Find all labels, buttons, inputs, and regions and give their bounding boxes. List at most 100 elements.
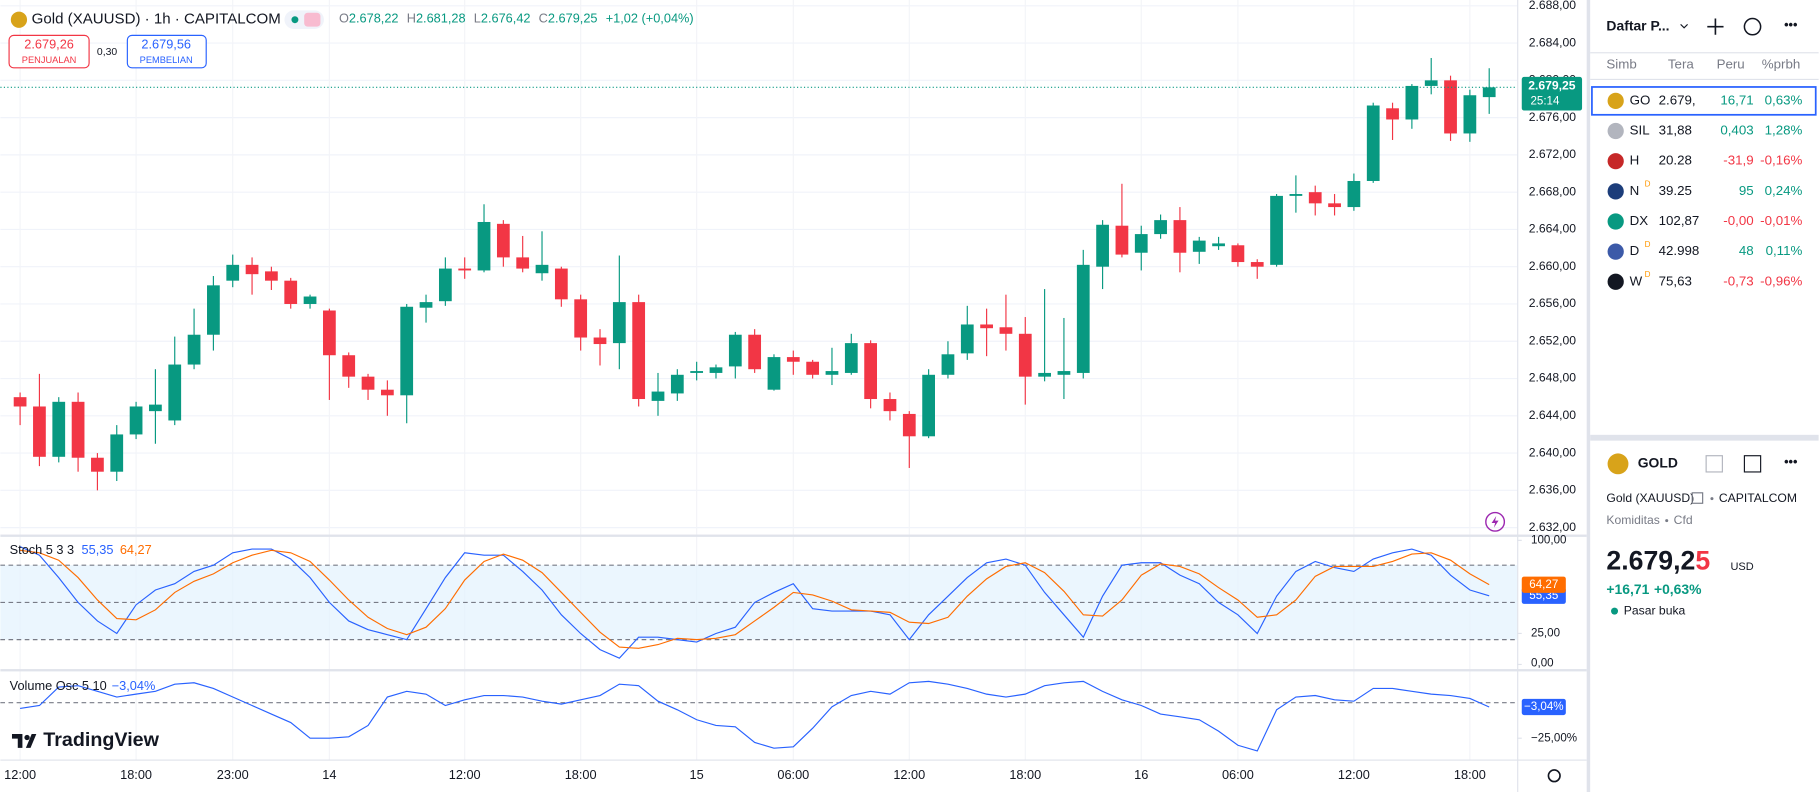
o-value: 2.678,22 <box>349 11 399 26</box>
candle-body <box>786 357 800 362</box>
symbol-title[interactable]: Gold (XAUUSD) · 1h · CAPITALCOM <box>32 11 281 28</box>
candle-body <box>980 324 993 329</box>
column-header[interactable]: %prbh <box>1762 56 1801 71</box>
row-symbol[interactable]: GO <box>1630 92 1651 107</box>
time-tick-label: 18:00 <box>120 767 152 782</box>
candle-body <box>419 302 433 308</box>
candle-body <box>806 361 820 375</box>
chevron[interactable] <box>1680 23 1688 29</box>
row-icon <box>1607 122 1624 140</box>
price-tick-label: 2.688,00 <box>1529 0 1577 12</box>
price-tick-label: 2.648,00 <box>1529 371 1577 385</box>
plot: 2.632,00 2.636,00 2.640,00 2.644,00 2.648,00… <box>0 0 1583 782</box>
candle-body <box>361 376 375 390</box>
detail-name: Gold (XAUUSD) <box>1606 491 1694 505</box>
volume-tick-label: −25,00% <box>1531 732 1577 744</box>
row-symbol[interactable]: SIL <box>1630 123 1650 138</box>
value-badge <box>1521 698 1566 716</box>
buy-button[interactable] <box>126 34 207 69</box>
candle-body <box>438 268 452 302</box>
price-tick-label: 2.632,00 <box>1529 520 1577 534</box>
candle-body <box>1289 194 1303 196</box>
indicator-line <box>20 549 1490 649</box>
candle-body <box>342 355 356 377</box>
sell-label: PENJUALAN <box>22 55 77 65</box>
candle-body <box>748 334 762 370</box>
candle-body <box>1250 262 1264 267</box>
candle-body <box>129 406 143 435</box>
time-tick-label: 18:00 <box>1454 767 1486 782</box>
row-symbol[interactable]: W <box>1630 273 1643 288</box>
stoch-k-value: 55,35 <box>82 542 114 557</box>
candle-body <box>670 374 684 394</box>
time-tick-label: 12:00 <box>1338 767 1370 782</box>
price-tick-label: 2.676,00 <box>1529 110 1577 124</box>
candle-body <box>1076 264 1090 373</box>
selected-row <box>1591 86 1817 116</box>
countdown: 25:14 <box>1530 95 1560 107</box>
price-main: 2.679,2 <box>1606 545 1695 575</box>
candle-body <box>709 367 723 373</box>
candle-body <box>902 413 916 437</box>
price-tick-label: 2.660,00 <box>1529 259 1577 273</box>
candle-body <box>825 371 839 375</box>
layout-icon[interactable] <box>1705 455 1723 473</box>
column-header[interactable]: Peru <box>1717 56 1745 71</box>
candle-body <box>1173 220 1187 253</box>
volume-title: Volume Osc 5 10 <box>10 678 107 693</box>
time-tick-label: 12:00 <box>893 767 925 782</box>
candle-body <box>1386 108 1399 120</box>
detail-change: +16,71 <box>1606 581 1649 597</box>
candle-body <box>245 264 259 275</box>
row-flag: D <box>1645 270 1651 279</box>
stoch-tick-label: 0,00 <box>1531 657 1554 669</box>
candle-body <box>516 257 530 269</box>
h-value: 2.681,28 <box>416 11 466 26</box>
candle-body <box>284 280 298 304</box>
row-icon <box>1607 243 1624 260</box>
watchlist-title[interactable]: Daftar P... <box>1606 17 1669 33</box>
more-icon[interactable]: ••• <box>1784 454 1798 469</box>
price-tick-label: 2.636,00 <box>1529 483 1577 497</box>
candle-body <box>554 268 568 300</box>
row-symbol[interactable]: DX <box>1630 213 1649 228</box>
o-key: O <box>339 11 349 26</box>
time-tick-label: 15 <box>690 767 704 782</box>
alert-icon[interactable] <box>1485 511 1506 532</box>
candle-body <box>1096 224 1109 267</box>
column-header[interactable]: Simb <box>1606 56 1636 71</box>
candle-body <box>303 296 317 304</box>
row-change: -31,9 <box>1723 153 1753 168</box>
price-tick-label: 2.672,00 <box>1529 147 1577 161</box>
candle-body <box>13 397 27 407</box>
link-icon[interactable] <box>1691 492 1704 504</box>
edit-icon[interactable] <box>1743 455 1762 473</box>
row-icon <box>1607 273 1624 290</box>
candle-body <box>1366 105 1380 181</box>
candle-body <box>1192 240 1206 252</box>
candle-body <box>168 364 182 421</box>
candle-body <box>1231 245 1245 263</box>
row-price: 42.998 <box>1659 243 1700 258</box>
add-icon[interactable] <box>1707 18 1724 35</box>
row-symbol[interactable]: N <box>1630 183 1640 198</box>
value-badge <box>1521 576 1566 593</box>
settings-icon[interactable] <box>1547 769 1561 783</box>
row-symbol[interactable]: H <box>1630 153 1640 168</box>
row-symbol[interactable]: D <box>1630 243 1640 258</box>
column-header[interactable]: Tera <box>1668 56 1695 71</box>
panel-separator <box>1590 434 1819 441</box>
price-badge <box>1521 76 1583 111</box>
candle-body <box>767 357 781 390</box>
volume-value: −3,04% <box>112 678 156 693</box>
stoch-tick-label: 25,00 <box>1531 627 1560 639</box>
price-tick-label: 2.668,00 <box>1529 184 1577 198</box>
row-change: 48 <box>1739 243 1754 258</box>
price-tick-label: 2.684,00 <box>1529 35 1577 49</box>
time-axis-border <box>0 759 1587 761</box>
chart-icon[interactable] <box>1743 17 1762 36</box>
sell-button[interactable] <box>8 34 90 69</box>
c-value: 2.679,25 <box>548 11 598 26</box>
candle-body <box>110 434 124 472</box>
more-icon[interactable]: ••• <box>1784 17 1798 32</box>
